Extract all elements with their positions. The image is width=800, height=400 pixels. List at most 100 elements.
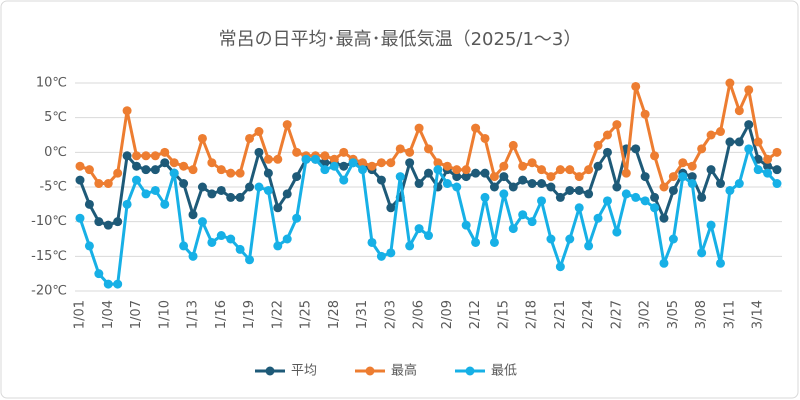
data-point bbox=[132, 175, 142, 185]
data-point bbox=[376, 158, 386, 168]
data-point bbox=[122, 199, 132, 209]
data-point bbox=[226, 234, 236, 244]
legend-marker bbox=[465, 366, 475, 376]
data-point bbox=[725, 78, 735, 88]
data-point bbox=[763, 154, 773, 164]
data-point bbox=[310, 154, 320, 164]
x-tick-label: 1/13 bbox=[186, 300, 201, 329]
data-point bbox=[574, 203, 584, 213]
data-point bbox=[546, 182, 556, 192]
x-tick-label: 2/21 bbox=[553, 300, 568, 329]
data-point bbox=[565, 185, 575, 195]
data-point bbox=[94, 179, 104, 189]
data-point bbox=[94, 269, 104, 279]
data-point bbox=[84, 165, 94, 175]
data-point bbox=[555, 262, 565, 272]
data-point bbox=[197, 217, 207, 227]
data-point bbox=[499, 161, 509, 171]
data-point bbox=[273, 154, 283, 164]
x-tick-label: 1/16 bbox=[214, 300, 229, 329]
x-tick-label: 1/04 bbox=[101, 300, 116, 329]
data-point bbox=[744, 85, 754, 95]
chart-title: 常呂の日平均･最高･最低気温（2025/1～3） bbox=[219, 29, 582, 50]
data-point bbox=[179, 161, 189, 171]
data-point bbox=[715, 179, 725, 189]
data-point bbox=[405, 241, 415, 251]
data-point bbox=[489, 237, 499, 247]
data-point bbox=[414, 179, 424, 189]
data-point bbox=[367, 237, 377, 247]
data-point bbox=[527, 158, 537, 168]
data-point bbox=[593, 140, 603, 150]
data-point bbox=[414, 224, 424, 234]
data-point bbox=[273, 241, 283, 251]
data-point bbox=[461, 165, 471, 175]
data-point bbox=[273, 203, 283, 213]
data-point bbox=[668, 172, 678, 182]
legend-label: 最低 bbox=[491, 364, 517, 379]
data-point bbox=[650, 203, 660, 213]
x-tick-label: 2/06 bbox=[412, 300, 427, 329]
x-tick-label: 1/28 bbox=[327, 300, 342, 329]
data-point bbox=[433, 158, 443, 168]
x-tick-label: 3/05 bbox=[666, 300, 681, 329]
data-point bbox=[518, 175, 528, 185]
data-point bbox=[772, 165, 782, 175]
data-point bbox=[508, 182, 518, 192]
y-tick-label: 0℃ bbox=[44, 145, 67, 160]
data-point bbox=[263, 185, 273, 195]
data-point bbox=[282, 234, 292, 244]
data-point bbox=[687, 179, 697, 189]
data-point bbox=[744, 120, 754, 130]
data-point bbox=[292, 147, 302, 157]
y-tick-label: 5℃ bbox=[44, 110, 67, 125]
data-point bbox=[706, 220, 716, 230]
legend-label: 平均 bbox=[291, 364, 317, 379]
data-point bbox=[329, 161, 339, 171]
data-point bbox=[527, 179, 537, 189]
data-point bbox=[358, 158, 368, 168]
data-point bbox=[94, 217, 104, 227]
data-point bbox=[461, 172, 471, 182]
data-point bbox=[612, 120, 622, 130]
data-point bbox=[734, 137, 744, 147]
data-point bbox=[621, 168, 631, 178]
data-point bbox=[141, 165, 151, 175]
data-point bbox=[725, 137, 735, 147]
data-point bbox=[499, 189, 509, 199]
data-point bbox=[650, 151, 660, 161]
data-point bbox=[621, 189, 631, 199]
data-point bbox=[245, 133, 255, 143]
x-tick-label: 3/11 bbox=[722, 300, 737, 329]
data-point bbox=[75, 213, 85, 223]
data-point bbox=[113, 279, 123, 289]
x-tick-label: 1/07 bbox=[129, 300, 144, 329]
data-point bbox=[602, 196, 612, 206]
data-point bbox=[150, 185, 160, 195]
data-point bbox=[424, 144, 433, 154]
data-point bbox=[593, 213, 603, 223]
data-point bbox=[640, 196, 650, 206]
data-point bbox=[254, 182, 264, 192]
data-point bbox=[216, 231, 226, 241]
data-point bbox=[301, 154, 311, 164]
data-point bbox=[75, 175, 85, 185]
data-point bbox=[84, 241, 94, 251]
data-point bbox=[339, 175, 349, 185]
y-tick-label: -10℃ bbox=[31, 214, 67, 229]
data-point bbox=[697, 144, 707, 154]
data-point bbox=[546, 172, 556, 182]
data-point bbox=[537, 179, 547, 189]
x-tick-label: 2/12 bbox=[468, 300, 483, 329]
x-tick-label: 2/15 bbox=[496, 300, 511, 329]
data-point bbox=[763, 161, 773, 171]
x-tick-label: 3/14 bbox=[751, 300, 766, 329]
data-point bbox=[188, 210, 198, 220]
data-point bbox=[282, 120, 292, 130]
x-tick-label: 1/19 bbox=[242, 300, 257, 329]
data-point bbox=[452, 182, 462, 192]
data-point bbox=[207, 158, 217, 168]
data-point bbox=[188, 251, 198, 261]
data-point bbox=[263, 154, 273, 164]
